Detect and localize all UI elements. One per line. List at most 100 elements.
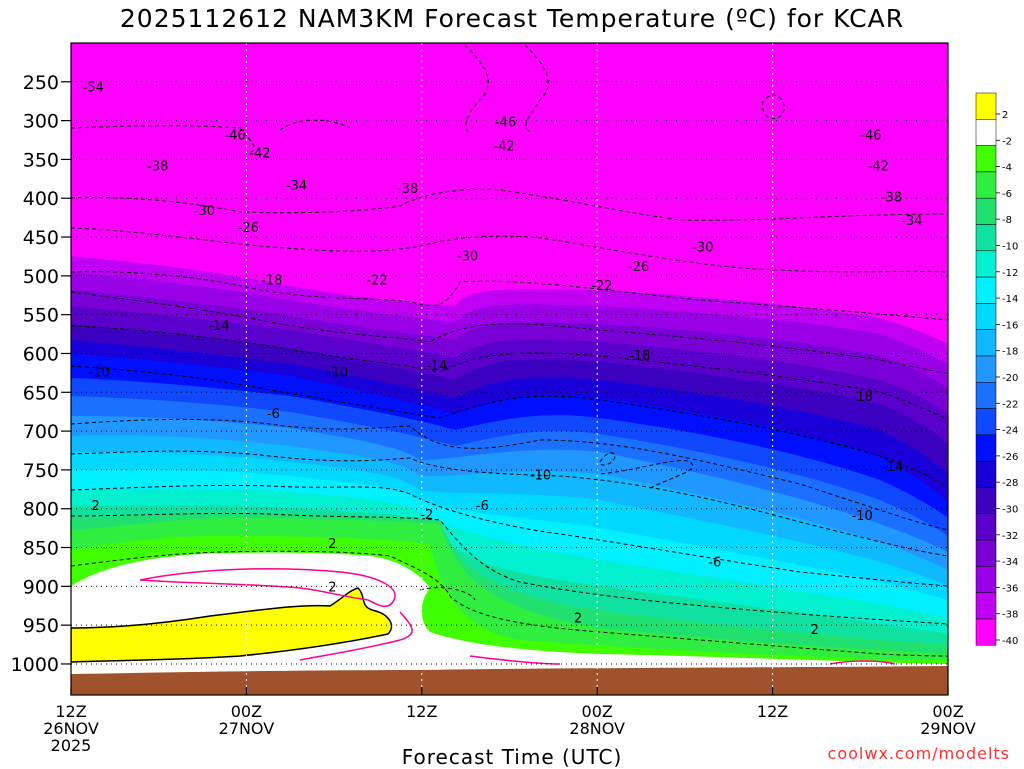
colorbar-swatch — [975, 303, 997, 330]
y-tick-label: 400 — [23, 188, 59, 210]
colorbar-label: -34 — [1002, 557, 1018, 568]
colorbar-swatch — [975, 119, 997, 146]
colorbar-swatch — [975, 618, 997, 646]
colorbar-swatch — [975, 382, 997, 409]
isotherm-label: -38 — [147, 160, 168, 175]
isotherm-label: -10 — [89, 365, 110, 380]
isotherm-label: -10 — [852, 509, 873, 524]
grid-lines — [71, 43, 948, 695]
isotherm-labels: -54 -46 -46 -46 -42 -42 -42 -38 -38 -38 -34 -34 -30 -… — [83, 80, 923, 638]
x-tick-label: 00Z — [231, 702, 262, 721]
colorbar: 2 -2 -4 -6 -8 -10 -12 -14 -16 -18 -20 -22 -24 -26 -28 -… — [975, 92, 1018, 647]
isotherm-label: -42 — [493, 139, 514, 154]
colorbar-label: -2 — [1002, 136, 1012, 147]
colorbar-label: -8 — [1002, 215, 1012, 226]
colorbar-swatch — [975, 171, 997, 199]
y-tick-label: 950 — [23, 615, 59, 637]
isotherm-label: -18 — [261, 274, 282, 289]
x-tick-label: 12Z — [406, 702, 437, 721]
isotherm-label: -42 — [249, 146, 270, 161]
isotherm-lines — [71, 43, 948, 657]
colorbar-label: -24 — [1002, 426, 1018, 437]
plot-frame — [70, 42, 949, 696]
isotherm-label: -54 — [83, 80, 104, 95]
colorbar-label: -22 — [1002, 399, 1018, 410]
isotherm-label: -22 — [591, 279, 612, 294]
colorbar-swatch — [975, 434, 997, 462]
isotherm-label: -26 — [238, 221, 259, 236]
isotherm-label: -22 — [366, 274, 387, 289]
colorbar-label: -12 — [1002, 268, 1018, 279]
isotherm-label: -18 — [852, 390, 873, 405]
isotherm-label: -46 — [224, 129, 245, 144]
colorbar-swatch — [975, 224, 997, 252]
colorbar-swatch — [975, 355, 997, 383]
y-tick-label: 450 — [23, 227, 59, 249]
isotherm-label: -34 — [901, 214, 922, 229]
colorbar-swatch — [975, 408, 997, 436]
x-axis-label: Forecast Time (UTC) — [401, 745, 623, 769]
colorbar-swatch — [975, 460, 997, 488]
isotherm-label: -10 — [530, 469, 551, 484]
isotherm-label: -6 — [708, 555, 721, 570]
colorbar-label: -40 — [1002, 636, 1018, 647]
colorbar-label: -28 — [1002, 478, 1018, 489]
isotherm-label: -6 — [267, 407, 280, 422]
colorbar-label: -10 — [1002, 241, 1018, 252]
colorbar-label: -20 — [1002, 373, 1018, 384]
y-axis: 250 300 350 400 450 500 550 600 650 700 750 800 850 9… — [11, 72, 71, 676]
isotherm-label: -30 — [457, 250, 478, 265]
isotherm-label: 2 — [328, 580, 336, 595]
colorbar-swatch — [975, 592, 997, 620]
colorbar-label: -26 — [1002, 452, 1018, 463]
y-tick-label: 500 — [23, 266, 59, 288]
warm-pocket-contour — [299, 611, 413, 661]
isotherm-label: 2 — [574, 611, 582, 626]
ground-terrain — [71, 666, 948, 695]
isotherm-label: -6 — [476, 499, 489, 514]
colorbar-swatch — [975, 513, 997, 541]
temperature-fill-layer — [71, 43, 948, 695]
y-tick-label: 800 — [23, 499, 59, 521]
colorbar-label: 2 — [1002, 110, 1008, 121]
y-tick-label: 1000 — [11, 654, 59, 676]
colorbar-swatch — [975, 276, 997, 304]
y-tick-label: 900 — [23, 576, 59, 598]
colorbar-swatch — [975, 92, 997, 120]
colorbar-swatch — [975, 329, 997, 357]
chart-title: 2025112612 NAM3KM Forecast Temperature (… — [119, 4, 905, 33]
colorbar-swatch — [975, 145, 997, 173]
x-tick-label: 00Z — [582, 702, 613, 721]
x-tick-label: 12Z — [757, 702, 788, 721]
isotherm-label: -26 — [628, 260, 649, 275]
isotherm-label: 2 — [91, 499, 99, 514]
colorbar-swatch — [975, 197, 997, 225]
y-tick-label: 700 — [23, 421, 59, 443]
colorbar-label: -38 — [1002, 610, 1018, 621]
isotherm-label: 2 — [328, 537, 336, 552]
colorbar-swatch — [975, 487, 997, 515]
y-tick-label: 300 — [23, 111, 59, 133]
colorbar-swatch — [975, 566, 997, 593]
x-tick-label: 28NOV — [569, 719, 625, 738]
band-minus-2 — [71, 552, 948, 695]
isotherm-label: -46 — [860, 129, 881, 144]
isotherm-label: -34 — [286, 179, 307, 194]
x-tick-label: 29NOV — [920, 719, 976, 738]
colorbar-label: -6 — [1002, 189, 1012, 200]
y-tick-label: 850 — [23, 538, 59, 560]
isotherm-label: -42 — [868, 160, 889, 175]
source-credit: coolwx.com/modelts — [827, 744, 1010, 763]
colorbar-label: -16 — [1002, 320, 1018, 331]
y-tick-label: 750 — [23, 460, 59, 482]
isotherm-label: -14 — [208, 319, 229, 334]
warm-pocket-contour — [469, 655, 561, 665]
isotherm-label: -30 — [194, 204, 215, 219]
y-tick-label: 550 — [23, 305, 59, 327]
x-tick-label: 12Z — [55, 702, 86, 721]
colorbar-swatch — [975, 250, 997, 278]
x-tick-label: 27NOV — [219, 719, 275, 738]
colorbar-label: -4 — [1002, 163, 1012, 174]
colorbar-label: -18 — [1002, 347, 1018, 358]
